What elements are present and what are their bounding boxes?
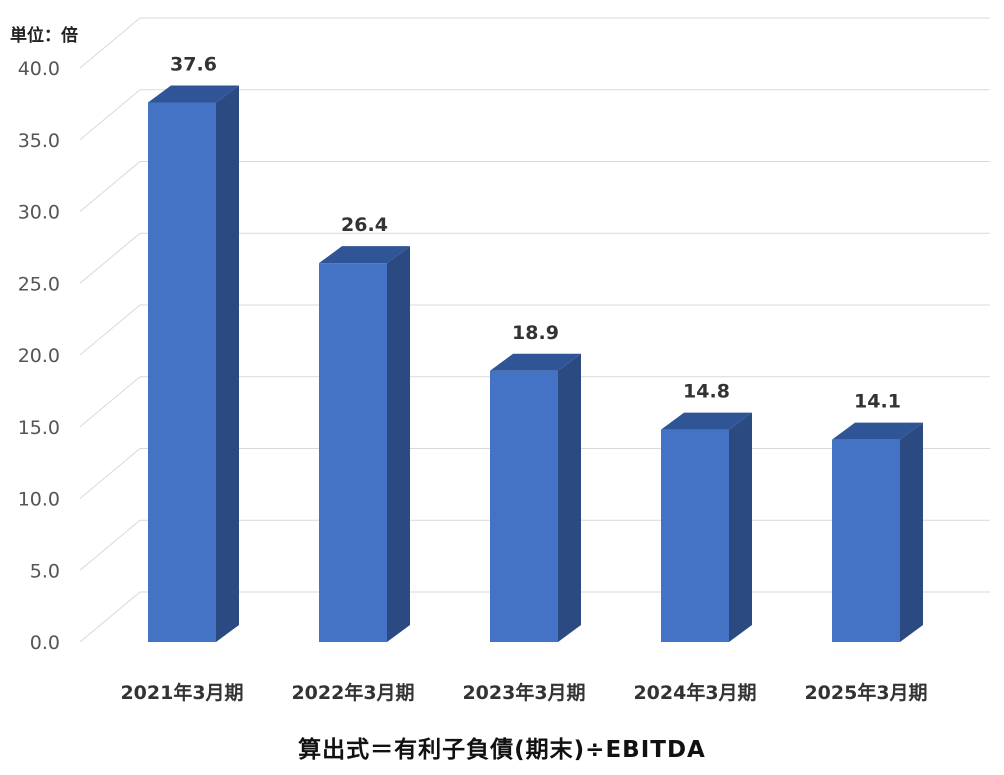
bar	[148, 85, 239, 642]
bar-top	[832, 422, 923, 440]
y-axis-ticks: 0.0 5.0 10.0 15.0 20.0 25.0 30.0 35.0 40.0	[18, 58, 60, 654]
bar-front	[832, 439, 900, 642]
x-category-label: 2024年3月期	[633, 681, 756, 704]
grid-diagonal	[79, 232, 141, 284]
data-label: 26.4	[341, 214, 388, 236]
grid-diagonal	[79, 304, 141, 356]
y-tick-label: 15.0	[18, 417, 60, 439]
y-tick-label: 20.0	[18, 345, 60, 367]
unit-label: 単位：倍	[10, 26, 78, 46]
bar-top	[490, 353, 581, 371]
bar-top	[148, 85, 239, 103]
formula-note: 算出式＝有利子負債(期末)÷EBITDA	[298, 737, 706, 763]
y-tick-label: 30.0	[18, 202, 60, 224]
bar-top	[661, 412, 752, 430]
data-label: 37.6	[170, 53, 217, 75]
bar	[490, 353, 581, 642]
bar-side	[729, 412, 752, 642]
data-label: 14.8	[683, 381, 730, 403]
grid-diagonal	[79, 17, 141, 69]
data-label: 18.9	[512, 322, 559, 344]
grid-diagonal	[79, 448, 141, 499]
y-tick-label: 35.0	[18, 130, 60, 152]
bar	[832, 422, 923, 642]
bar-side	[387, 246, 410, 642]
x-axis-categories: 2021年3月期 2022年3月期 2023年3月期 2024年3月期 2025年3月期	[120, 681, 927, 704]
data-labels: 37.6 26.4 18.9 14.8 14.1	[170, 53, 901, 412]
x-category-label: 2023年3月期	[462, 681, 585, 704]
bars	[148, 85, 923, 642]
grid-diagonal	[79, 161, 141, 212]
bar	[319, 246, 410, 642]
bar-front	[490, 370, 558, 642]
y-tick-label: 40.0	[18, 58, 60, 80]
data-label: 14.1	[854, 391, 901, 413]
bar-front	[319, 263, 387, 642]
y-tick-label: 10.0	[18, 489, 60, 511]
bar-chart: 0.0 5.0 10.0 15.0 20.0 25.0 30.0 35.0 40.0 37.6 2…	[18, 17, 990, 704]
bar-side	[558, 353, 581, 642]
grid-diagonal	[79, 89, 141, 141]
y-tick-label: 5.0	[30, 560, 60, 582]
bar-top	[319, 246, 410, 264]
bar	[661, 412, 752, 642]
y-tick-label: 25.0	[18, 273, 60, 295]
y-tick-label: 0.0	[30, 632, 60, 654]
grid-diagonal	[79, 519, 141, 571]
bar-side	[216, 85, 239, 642]
grid-diagonal	[79, 376, 141, 428]
bar-front	[148, 102, 216, 642]
grid-diagonal	[79, 591, 141, 643]
bar-side	[900, 422, 923, 642]
bar-front	[661, 429, 729, 642]
x-category-label: 2025年3月期	[804, 681, 927, 704]
x-category-label: 2021年3月期	[120, 681, 243, 704]
x-category-label: 2022年3月期	[291, 681, 414, 704]
